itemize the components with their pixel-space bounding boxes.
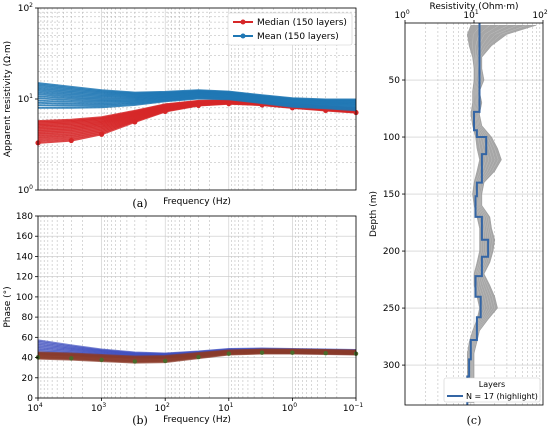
y-tick-label: 100: [383, 133, 400, 143]
median-point: [132, 119, 138, 125]
y-tick-label: 20: [22, 374, 34, 384]
panel-c-xlabel: Resistivity (Ohm·m): [429, 2, 518, 12]
median-point: [195, 102, 202, 109]
layer-model-line: [468, 25, 484, 403]
x-tick-label: 103: [91, 402, 106, 414]
phase-point: [323, 351, 328, 356]
y-tick-label: 50: [389, 76, 401, 86]
y-tick-label: 80: [22, 313, 34, 323]
series-median-phase-line: [37, 348, 357, 358]
phase-point: [163, 358, 168, 364]
panel-a-label: (a): [132, 197, 147, 210]
panel-b-label: (b): [132, 414, 148, 427]
x-tick-label: 102: [155, 402, 170, 414]
y-tick-label: 40: [22, 354, 34, 364]
phase-point: [99, 357, 104, 363]
legend-mean-marker: [240, 33, 246, 39]
panel-b-xlabel: Frequency (Hz): [163, 415, 231, 425]
series-mean-line: [37, 82, 356, 101]
y-tick-label: 60: [22, 333, 34, 343]
y-tick-label: 0: [27, 394, 33, 404]
y-tick-label: 120: [16, 273, 33, 283]
layer-model-line: [469, 25, 490, 403]
highlight-layer-line: [466, 23, 490, 405]
y-tick-label: 100: [18, 184, 33, 196]
y-tick-label: 160: [16, 232, 33, 242]
panel-a-ylabel: Apparent resistivity (Ω·m): [3, 41, 13, 157]
y-tick-label: 101: [18, 93, 33, 105]
phase-point: [226, 351, 231, 356]
x-tick-label: 100: [394, 9, 409, 21]
phase-point: [196, 354, 201, 360]
phase-point: [259, 350, 265, 355]
y-tick-label: 102: [18, 2, 33, 14]
phase-point: [69, 356, 74, 361]
x-tick-label: 104: [27, 402, 42, 414]
y-tick-label: 140: [16, 252, 33, 262]
layer-model-line: [469, 25, 500, 403]
median-point: [226, 101, 232, 107]
phase-point: [290, 350, 295, 355]
y-tick-label: 300: [383, 361, 400, 371]
y-tick-label: 150: [383, 190, 400, 200]
x-tick-label: 100: [282, 402, 297, 414]
panel-b-ylabel: Phase (°): [3, 286, 13, 327]
y-tick-label: 200: [383, 247, 400, 257]
y-tick-label: 250: [383, 304, 400, 314]
legend-median-label: Median (150 layers): [257, 18, 347, 28]
panel-c-label: (c): [467, 414, 482, 427]
panel-b: 0 20 40 60 80 100 120 140 160 180 104 103 102 101 100…: [3, 212, 363, 427]
panel-a-legend: Median (150 layers) Mean (150 layers): [227, 12, 353, 46]
median-point: [162, 108, 168, 115]
legend-mean-label: Mean (150 layers): [257, 32, 339, 42]
legend-median-marker: [240, 19, 246, 25]
x-tick-label: 10−1: [343, 402, 363, 414]
legend-layers-title: Layers: [479, 380, 505, 389]
y-tick-label: 100: [16, 293, 33, 303]
x-tick-label: 101: [218, 402, 233, 414]
phase-point: [132, 359, 138, 364]
panel-c-ylabel: Depth (m): [369, 191, 379, 237]
y-tick-label: 180: [16, 212, 33, 222]
x-tick-label: 102: [532, 9, 547, 21]
layer-model-line: [470, 25, 509, 403]
panel-a-xlabel: Frequency (Hz): [163, 197, 231, 207]
panel-c-legend: Layers N = 17 (highlight): [443, 377, 541, 403]
median-point: [99, 131, 105, 137]
legend-layer-label: N = 17 (highlight): [466, 392, 538, 401]
median-point: [68, 137, 74, 144]
panel-a: 100 101 102 Frequency (Hz) Apparent resist…: [3, 2, 359, 210]
panel-b-frame: [37, 215, 357, 399]
